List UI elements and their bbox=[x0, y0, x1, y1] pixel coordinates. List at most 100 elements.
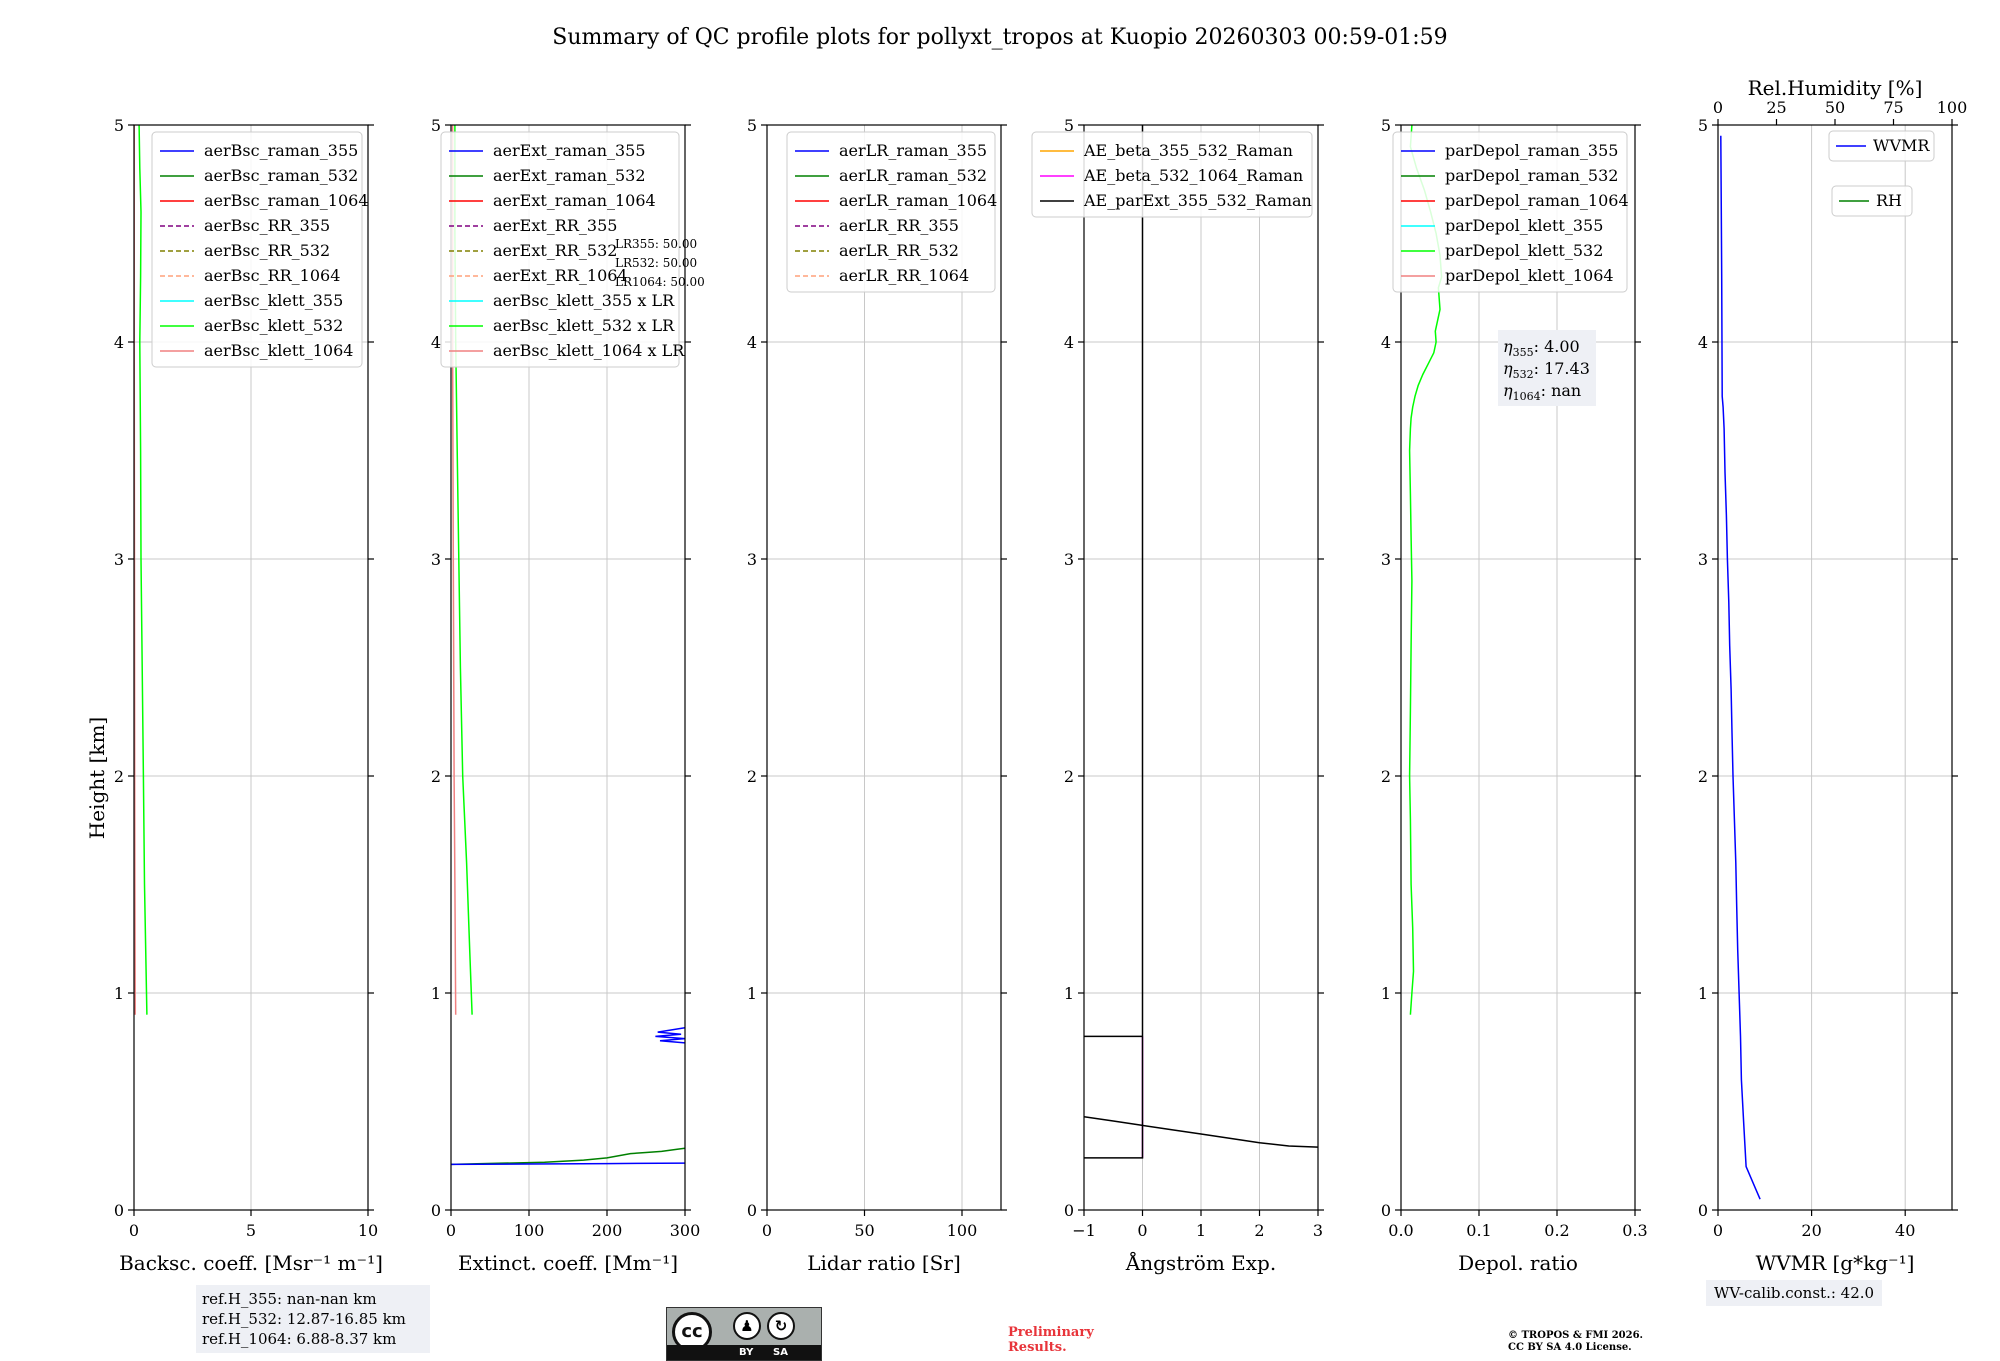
plot-frame bbox=[450, 124, 686, 1211]
legend-label: aerExt_raman_1064 bbox=[493, 191, 656, 210]
legend-label: aerExt_RR_532 bbox=[493, 241, 617, 260]
panel-depolarization: 0.0 0.1 0.2 0.3 0 1 2 3 4 5 Depol. ratio parDepol_r… bbox=[1381, 116, 1648, 1275]
plot-frame bbox=[766, 124, 1002, 1211]
legend-label: aerBsc_klett_1064 bbox=[204, 341, 353, 360]
x-tick-label: 50 bbox=[854, 1221, 874, 1240]
wv-calibration-box: WV-calib.const.: 42.0 bbox=[1706, 1280, 1883, 1306]
x-axis-label: WVMR [g*kg⁻¹] bbox=[1756, 1251, 1915, 1275]
legend-label: aerLR_raman_355 bbox=[839, 141, 987, 160]
legend-frame bbox=[151, 131, 363, 368]
x-axis-label: Depol. ratio bbox=[1458, 1251, 1578, 1275]
x-tick-label: 0 bbox=[129, 1221, 139, 1240]
series-line-aerBsc_klett_532 bbox=[138, 125, 148, 1015]
panel-backscatter: 0 5 10 0 1 2 3 4 5 Backsc. coeff. [Msr⁻¹ m⁻¹] aerB… bbox=[114, 116, 383, 1275]
y-tick-label: 3 bbox=[1698, 550, 1708, 569]
top-axis-label: Rel.Humidity [%] bbox=[1748, 76, 1923, 100]
top-tick-label: 100 bbox=[1937, 98, 1968, 117]
legend-label: aerLR_raman_1064 bbox=[839, 191, 997, 210]
copyright-note: © TROPOS & FMI 2026. CC BY SA 4.0 Licens… bbox=[1508, 1330, 1643, 1354]
top-tick-label: 75 bbox=[1883, 98, 1903, 117]
legend-label: parDepol_klett_355 bbox=[1445, 216, 1603, 235]
series-line-aerExt_raman_532 bbox=[451, 1147, 685, 1166]
legend-label: aerLR_RR_1064 bbox=[839, 266, 969, 285]
x-tick-label: 1 bbox=[1196, 1221, 1206, 1240]
legend: aerBsc_raman_355 aerBsc_raman_532 aerBsc_r… bbox=[151, 131, 369, 368]
series-group bbox=[134, 125, 148, 1015]
legend-label: aerBsc_klett_355 x LR bbox=[493, 291, 675, 310]
plot-frame bbox=[1717, 124, 1953, 1211]
y-tick-label: 5 bbox=[1698, 116, 1708, 135]
y-tick-label: 2 bbox=[1698, 767, 1708, 786]
series-line-aerExt_raman_355 bbox=[451, 1162, 685, 1166]
y-tick-label: 3 bbox=[747, 550, 757, 569]
lidar-ratio-annotation: LR532: 50.00 bbox=[615, 256, 697, 270]
legend-label: aerBsc_RR_1064 bbox=[204, 266, 340, 285]
legend-frame bbox=[1031, 131, 1313, 218]
ref-height-532: ref.H_532: 12.87-16.85 km bbox=[202, 1310, 406, 1328]
legend-label: aerLR_RR_532 bbox=[839, 241, 959, 260]
legend-frame bbox=[1831, 185, 1913, 217]
preliminary-line-2: Results. bbox=[1008, 1340, 1067, 1355]
ref-height-1064: ref.H_1064: 6.88-8.37 km bbox=[202, 1330, 397, 1348]
x-tick-label: 0.3 bbox=[1622, 1221, 1647, 1240]
series-group bbox=[1720, 135, 1761, 1200]
figure-title: Summary of QC profile plots for pollyxt_… bbox=[552, 25, 1447, 50]
legend-label: aerBsc_klett_532 x LR bbox=[493, 316, 675, 335]
copyright-line-1: © TROPOS & FMI 2026. bbox=[1508, 1330, 1644, 1341]
x-tick-label: 0 bbox=[1137, 1221, 1147, 1240]
series-line-AE_parExt_355_532_Raman_vertical bbox=[1084, 125, 1144, 1159]
series-group bbox=[1084, 125, 1318, 1159]
y-tick-label: 1 bbox=[1064, 984, 1074, 1003]
y-tick-label: 1 bbox=[431, 984, 441, 1003]
x-tick-label: 100 bbox=[947, 1221, 978, 1240]
x-tick-label: 200 bbox=[592, 1221, 623, 1240]
eta-line: η1064: nan bbox=[1503, 381, 1581, 403]
y-tick-label: 5 bbox=[431, 116, 441, 135]
plot-frame bbox=[1400, 124, 1636, 1211]
x-tick-label: 10 bbox=[358, 1221, 378, 1240]
lidar-ratio-annotation: LR355: 50.00 bbox=[615, 237, 697, 251]
legend-frame bbox=[786, 131, 996, 293]
x-tick-label: 0 bbox=[1713, 1221, 1723, 1240]
y-tick-label: 4 bbox=[1381, 333, 1391, 352]
legend: AE_beta_355_532_Raman AE_beta_532_1064_Ra… bbox=[1031, 131, 1313, 218]
x-tick-label: 0.2 bbox=[1544, 1221, 1569, 1240]
legend-label: aerExt_raman_532 bbox=[493, 166, 646, 185]
y-tick-label: 0 bbox=[114, 1201, 124, 1220]
legend-label: aerBsc_klett_1064 x LR bbox=[493, 341, 685, 360]
legend-label: aerBsc_klett_355 bbox=[204, 291, 343, 310]
y-tick-label: 0 bbox=[1381, 1201, 1391, 1220]
y-tick-label: 5 bbox=[114, 116, 124, 135]
y-tick-label: 3 bbox=[431, 550, 441, 569]
legend-label: parDepol_raman_355 bbox=[1445, 141, 1618, 160]
y-tick-label: 0 bbox=[1698, 1201, 1708, 1220]
license-by-text: BY bbox=[739, 1347, 754, 1358]
top-tick-label: 25 bbox=[1766, 98, 1786, 117]
series-line-AE_parExt_355_532_Raman_lower bbox=[1084, 1115, 1318, 1148]
x-tick-label: 40 bbox=[1895, 1221, 1915, 1240]
y-tick-label: 4 bbox=[1064, 333, 1074, 352]
x-tick-label: 0 bbox=[762, 1221, 772, 1240]
legend-label: AE_parExt_355_532_Raman bbox=[1083, 191, 1312, 210]
y-tick-label: 2 bbox=[431, 767, 441, 786]
legend-label: parDepol_klett_532 bbox=[1445, 241, 1603, 260]
y-tick-label: 1 bbox=[1381, 984, 1391, 1003]
y-tick-label: 5 bbox=[1064, 116, 1074, 135]
legend-wvmr: WVMR bbox=[1828, 130, 1935, 162]
legend-label: aerLR_RR_355 bbox=[839, 216, 959, 235]
preliminary-note: Preliminary Results. bbox=[1008, 1325, 1094, 1355]
top-tick-label: 50 bbox=[1825, 98, 1845, 117]
attribution-icon: ♟ bbox=[733, 1312, 761, 1340]
license-sa-text: SA bbox=[773, 1347, 788, 1358]
legend-rh: RH bbox=[1831, 185, 1913, 217]
eta-line: η355: 4.00 bbox=[1503, 337, 1580, 359]
y-tick-label: 4 bbox=[747, 333, 757, 352]
license-badge-bar: BY SA bbox=[667, 1345, 821, 1360]
y-tick-label: 3 bbox=[1064, 550, 1074, 569]
legend-label: parDepol_klett_1064 bbox=[1445, 266, 1614, 285]
panel-extinction: 0 100 200 300 0 1 2 3 4 5 Extinct. coeff. [Mm⁻¹] ae… bbox=[431, 116, 705, 1275]
legend-label: aerBsc_RR_355 bbox=[204, 216, 330, 235]
y-tick-label: 5 bbox=[747, 116, 757, 135]
cc-license-badge: cc ♟ ↻ BY SA bbox=[666, 1307, 822, 1361]
